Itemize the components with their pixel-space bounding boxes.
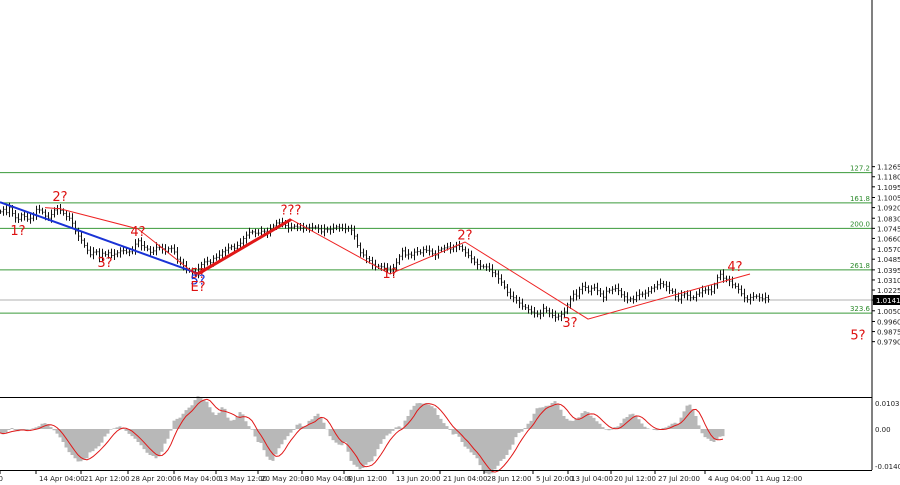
price-tick-label: 1.1005 <box>877 194 900 202</box>
price-tick-label: 1.1095 <box>877 184 900 192</box>
time-tick-label: 21 Apr 12:00 <box>84 475 130 483</box>
wave-lines <box>0 201 751 320</box>
time-tick-label: 28 Apr 20:00 <box>131 475 177 483</box>
price-tick-label: 1.0920 <box>877 205 900 213</box>
price-tick-label: 0.9790 <box>877 339 900 347</box>
time-tick-label: 20 May 20:00 <box>261 475 309 483</box>
indicator-signal-line <box>0 398 724 473</box>
price-tick-label: 1.0225 <box>877 287 900 295</box>
histogram-bars <box>0 396 725 475</box>
indicator-axis: 0.01037 0.00 -0.01402 <box>875 400 900 471</box>
time-tick-label: 13 Jul 04:00 <box>571 475 613 483</box>
price-tick-label: 1.0310 <box>877 277 900 285</box>
wave-label: 3? <box>97 256 112 271</box>
time-tick-label: 27 Jul 20:00 <box>658 475 700 483</box>
fibonacci-levels: 127.2 161.8 200.0 261.8 323.6 <box>0 165 872 314</box>
price-tick-label: 1.0745 <box>877 225 900 233</box>
wave-label: 4? <box>727 260 742 275</box>
time-tick-label: 11 Aug 12:00 <box>755 475 802 483</box>
time-tick-label: 6 Jun 12:00 <box>347 475 387 483</box>
bold-wave-segment <box>197 218 292 276</box>
price-tick-label: 1.1265 <box>877 164 900 172</box>
fib-level-label: 323.6 <box>850 305 871 313</box>
time-tick-label: 5 Jul 20:00 <box>536 475 574 483</box>
indicator-tick-label: 0.00 <box>875 426 891 434</box>
current-price-label: 1.0141 <box>876 297 900 305</box>
time-tick-label: 30 May 04:00 <box>305 475 353 483</box>
fib-level-label: 161.8 <box>850 195 870 203</box>
indicator-histogram <box>0 396 725 475</box>
price-tick-label: 1.0395 <box>877 267 900 275</box>
wave-label: 5? <box>850 328 865 343</box>
wave-label: 2? <box>52 190 67 205</box>
wave-label: E? <box>190 280 205 295</box>
time-tick-label: 6 May 04:00 <box>177 475 221 483</box>
indicator-tick-label: 0.01037 <box>875 400 900 408</box>
wave-label: ??? <box>281 204 302 219</box>
indicator-panel <box>0 396 725 475</box>
wave-count-line <box>44 207 751 320</box>
wave-label: 5? <box>190 274 205 289</box>
price-tick-label: 1.0660 <box>877 235 900 243</box>
price-tick-label: 1.0570 <box>877 246 900 254</box>
time-tick-label: 28 Jun 12:00 <box>487 475 531 483</box>
panel-frame <box>0 0 873 471</box>
time-tick-label: 14 Apr 04:00 <box>39 475 85 483</box>
wave-label: 2? <box>457 229 472 244</box>
time-tick-label: 7 Apr 12:00 <box>0 475 3 483</box>
wave-label: 5? <box>190 267 205 282</box>
price-tick-label: 1.0485 <box>877 256 900 264</box>
fib-level-label: 200.0 <box>850 220 870 228</box>
price-tick-label: 0.9875 <box>877 329 900 337</box>
blue-trendline <box>0 201 199 275</box>
time-tick-label: 13 Jun 20:00 <box>396 475 440 483</box>
price-tick-label: 1.1180 <box>877 174 900 182</box>
time-tick-label: 13 May 12:00 <box>219 475 267 483</box>
price-axis: 1.1265 1.1180 1.1095 1.1005 1.0920 1.0830 1.07… <box>872 164 900 347</box>
current-price-box <box>873 295 900 305</box>
price-tick-label: 0.9960 <box>877 318 900 326</box>
price-bars-path <box>0 202 770 322</box>
price-tick-label: 1.0830 <box>877 215 900 223</box>
indicator-tick-label: -0.01402 <box>875 463 900 471</box>
wave-labels: 2?1? 4?3????5?5?E?1?2?3?4?5? <box>10 190 865 343</box>
wave-label: 4? <box>130 225 145 240</box>
wave-label: 3? <box>562 316 577 331</box>
fib-level-label: 127.2 <box>850 165 870 173</box>
wave-label: 1? <box>382 267 397 282</box>
wave-label: 1? <box>10 224 25 239</box>
fib-level-label: 261.8 <box>850 262 870 270</box>
time-tick-label: 21 Jun 04:00 <box>443 475 487 483</box>
price-tick-label: 1.0050 <box>877 308 900 316</box>
time-tick-label: 4 Aug 04:00 <box>708 475 751 483</box>
time-tick-label: 20 Jul 12:00 <box>614 475 656 483</box>
price-bars <box>0 202 770 322</box>
